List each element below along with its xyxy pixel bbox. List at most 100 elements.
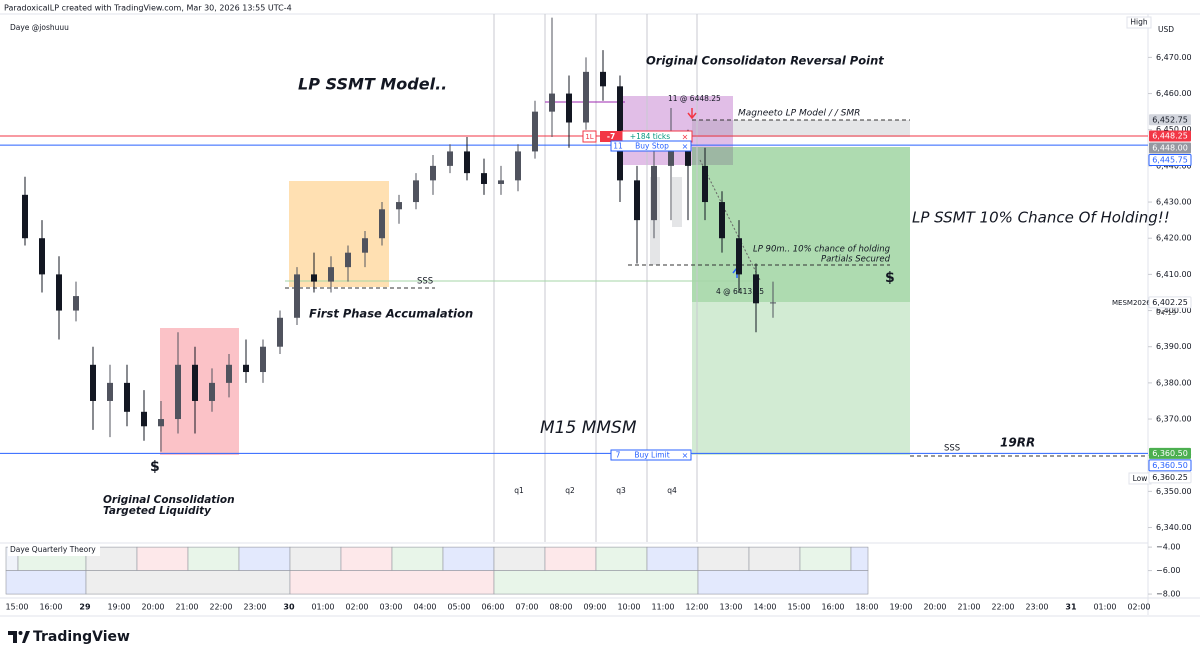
candle-body bbox=[651, 165, 657, 221]
candle-body bbox=[226, 364, 232, 383]
annotation: LP SSMT Model.. bbox=[298, 75, 447, 94]
x-tick-label: 14:00 bbox=[753, 603, 776, 612]
y-tick-label: 6,390.00 bbox=[1156, 342, 1192, 351]
x-tick-label: 30 bbox=[283, 603, 295, 612]
indicator-title[interactable]: Daye Quarterly Theory bbox=[10, 545, 96, 554]
y-tick-label: 6,370.00 bbox=[1156, 415, 1192, 424]
price-label: 6,448.00 bbox=[1152, 144, 1188, 153]
zone-box bbox=[160, 328, 239, 455]
x-tick-label: 19:00 bbox=[107, 603, 130, 612]
price-label: 6,445.75 bbox=[1152, 156, 1188, 165]
pnl-tag[interactable] bbox=[600, 131, 622, 142]
quarter-cell bbox=[136, 546, 189, 571]
candle-body bbox=[294, 274, 300, 318]
close-button[interactable]: × bbox=[682, 451, 689, 460]
x-tick-label: 21:00 bbox=[175, 603, 198, 612]
candle-body bbox=[277, 317, 283, 347]
x-tick-label: 23:00 bbox=[1025, 603, 1048, 612]
layout-name: Daye @joshuuu bbox=[10, 23, 69, 32]
y-tick-label: 6,340.00 bbox=[1156, 523, 1192, 532]
price-label: 6,448.25 bbox=[1152, 132, 1188, 141]
order-type: Buy Stop bbox=[635, 142, 669, 151]
y-tick-label: 6,470.00 bbox=[1156, 53, 1192, 62]
x-tick-label: 12:00 bbox=[685, 603, 708, 612]
candle-body bbox=[158, 419, 164, 427]
y-tick-label: 6,410.00 bbox=[1156, 270, 1192, 279]
annotation: Original Consolidation bbox=[103, 494, 235, 506]
candle-body bbox=[634, 180, 640, 221]
quarter-cell bbox=[442, 546, 495, 571]
quarter-cell bbox=[187, 546, 240, 571]
candle-body bbox=[328, 267, 334, 282]
candle-body bbox=[549, 93, 555, 112]
candle-body bbox=[668, 147, 674, 166]
y-tick-label: 6,380.00 bbox=[1156, 378, 1192, 387]
price-label: 6,360.25 bbox=[1152, 473, 1188, 482]
drawings bbox=[0, 13, 1200, 617]
x-tick-label: 16:00 bbox=[39, 603, 62, 612]
countdown: 04:19 bbox=[1156, 309, 1176, 317]
x-tick-label: 06:00 bbox=[481, 603, 504, 612]
zone-box bbox=[289, 181, 389, 287]
order-tag[interactable] bbox=[582, 130, 597, 143]
annotation: 19RR bbox=[1000, 436, 1035, 450]
candle-body bbox=[260, 346, 266, 373]
x-tick-label: 16:00 bbox=[821, 603, 844, 612]
quarter-cell bbox=[493, 546, 546, 571]
x-tick-label: 10:00 bbox=[617, 603, 640, 612]
y-tick-label: 6,350.00 bbox=[1156, 487, 1192, 496]
x-tick-label: 15:00 bbox=[5, 603, 28, 612]
brand: TradingView bbox=[33, 629, 130, 645]
indicator-tick-label: −8.00 bbox=[1156, 590, 1181, 599]
close-button[interactable]: × bbox=[682, 142, 689, 151]
candle-body bbox=[107, 382, 113, 401]
candle-body bbox=[243, 364, 249, 373]
candle-body bbox=[736, 238, 742, 275]
x-tick-label: 22:00 bbox=[991, 603, 1014, 612]
order-tag[interactable] bbox=[610, 140, 692, 152]
x-tick-label: 20:00 bbox=[141, 603, 164, 612]
quarter-cell bbox=[544, 546, 597, 571]
quarter-cell bbox=[850, 546, 869, 571]
candle-body bbox=[600, 71, 606, 87]
quarter-label: q4 bbox=[667, 486, 677, 495]
x-tick-label: 15:00 bbox=[787, 603, 810, 612]
symbol: MESM2026 bbox=[1112, 299, 1151, 307]
quarter-cell bbox=[238, 546, 291, 571]
x-tick-label: 02:00 bbox=[345, 603, 368, 612]
candle-body bbox=[566, 93, 572, 123]
quarter-label: q1 bbox=[514, 486, 524, 495]
candle-body bbox=[379, 209, 385, 239]
low-tag: Low bbox=[1133, 474, 1148, 483]
annotation: Partials Secured bbox=[821, 255, 891, 265]
x-tick-label: 22:00 bbox=[209, 603, 232, 612]
order-tag[interactable] bbox=[610, 449, 692, 461]
price-label: 6,360.50 bbox=[1152, 461, 1188, 470]
y-tick-label: 6,400.00 bbox=[1156, 306, 1192, 315]
y-tick-label: 6,420.00 bbox=[1156, 234, 1192, 243]
x-tick-label: 29 bbox=[79, 603, 91, 612]
header-line: ParadoxicalLP created with TradingView.c… bbox=[4, 4, 292, 13]
quarter-cell bbox=[289, 546, 342, 571]
currency: USD bbox=[1158, 25, 1174, 34]
price-label-box bbox=[1148, 154, 1192, 167]
price-label: 6,402.25 bbox=[1152, 298, 1188, 307]
candle-body bbox=[124, 382, 130, 412]
close-button[interactable]: × bbox=[682, 133, 689, 142]
position-ticks: +184 ticks bbox=[630, 132, 670, 141]
candle-body bbox=[685, 147, 691, 166]
quarter-cell bbox=[595, 546, 648, 571]
fill-label: 11 @ 6448.25 bbox=[668, 94, 721, 103]
high-tag: High bbox=[1130, 18, 1147, 27]
quarter-cell bbox=[799, 546, 852, 571]
candle-body bbox=[175, 364, 181, 420]
order-qty: 7 bbox=[616, 451, 621, 460]
position-qty: 1L bbox=[585, 133, 593, 141]
x-tick-label: 13:00 bbox=[719, 603, 742, 612]
indicator-title-bg bbox=[8, 545, 100, 556]
high-tag-box bbox=[1126, 16, 1152, 29]
candle-body bbox=[583, 71, 589, 123]
candle-body bbox=[22, 194, 28, 239]
candle-body bbox=[192, 364, 198, 401]
